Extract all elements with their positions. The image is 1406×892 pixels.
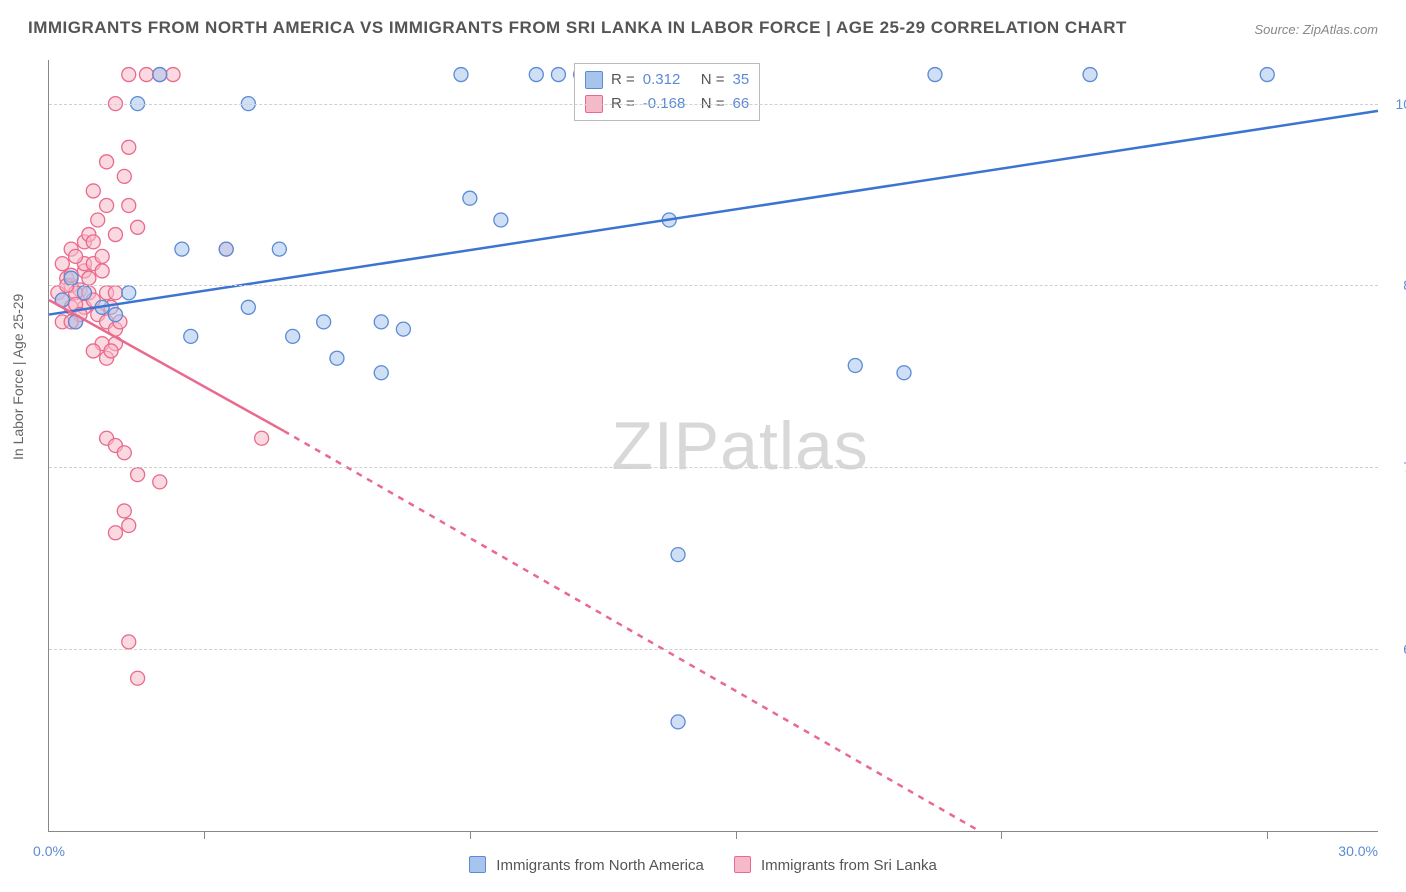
point-sri-lanka (122, 68, 136, 82)
point-sri-lanka (95, 249, 109, 263)
point-north-america (374, 366, 388, 380)
point-north-america (396, 322, 410, 336)
point-sri-lanka (108, 286, 122, 300)
point-north-america (848, 358, 862, 372)
point-sri-lanka (86, 235, 100, 249)
point-sri-lanka (117, 446, 131, 460)
legend-label-north-america: Immigrants from North America (496, 857, 704, 874)
chart-svg (49, 60, 1378, 831)
point-north-america (317, 315, 331, 329)
point-sri-lanka (117, 169, 131, 183)
point-north-america (122, 286, 136, 300)
y-axis-label: In Labor Force | Age 25-29 (10, 294, 26, 460)
point-north-america (153, 68, 167, 82)
legend-item-north-america: Immigrants from North America (469, 856, 704, 874)
point-north-america (671, 548, 685, 562)
x-tick (1267, 831, 1268, 839)
point-sri-lanka (117, 504, 131, 518)
gridline (49, 104, 1378, 105)
chart-title: IMMIGRANTS FROM NORTH AMERICA VS IMMIGRA… (28, 18, 1127, 38)
chart-plot-area: R =0.312N =35R =-0.168N =66 ZIPatlas 62.… (48, 60, 1378, 832)
legend-swatch-blue (469, 856, 486, 873)
point-north-america (671, 715, 685, 729)
point-north-america (175, 242, 189, 256)
point-north-america (374, 315, 388, 329)
x-axis-legend: Immigrants from North America Immigrants… (0, 856, 1406, 874)
point-sri-lanka (100, 198, 114, 212)
point-north-america (463, 191, 477, 205)
trendline-sri-lanka-solid (49, 300, 284, 431)
trendline-north-america (49, 111, 1378, 315)
point-sri-lanka (108, 526, 122, 540)
point-north-america (551, 68, 565, 82)
point-north-america (897, 366, 911, 380)
point-sri-lanka (122, 519, 136, 533)
y-tick-label: 100.0% (1396, 96, 1406, 112)
point-sri-lanka (131, 468, 145, 482)
chart-source: Source: ZipAtlas.com (1254, 22, 1378, 37)
point-north-america (219, 242, 233, 256)
n-label: N = (701, 68, 725, 92)
point-sri-lanka (91, 213, 105, 227)
point-north-america (928, 68, 942, 82)
stats-legend-box: R =0.312N =35R =-0.168N =66 (574, 63, 760, 121)
point-sri-lanka (82, 271, 96, 285)
point-sri-lanka (100, 155, 114, 169)
point-sri-lanka (104, 344, 118, 358)
gridline (49, 285, 1378, 286)
point-north-america (77, 286, 91, 300)
point-north-america (272, 242, 286, 256)
point-sri-lanka (86, 184, 100, 198)
r-value: 0.312 (643, 68, 693, 92)
point-sri-lanka (122, 635, 136, 649)
point-north-america (529, 68, 543, 82)
stats-row: R = 0.312 N = 35 (585, 68, 749, 92)
x-tick (470, 831, 471, 839)
point-sri-lanka (86, 344, 100, 358)
x-tick (736, 831, 737, 839)
point-sri-lanka (122, 140, 136, 154)
point-north-america (108, 308, 122, 322)
point-sri-lanka (108, 228, 122, 242)
point-sri-lanka (131, 671, 145, 685)
point-sri-lanka (131, 220, 145, 234)
point-sri-lanka (69, 249, 83, 263)
point-sri-lanka (122, 198, 136, 212)
point-sri-lanka (153, 475, 167, 489)
legend-item-sri-lanka: Immigrants from Sri Lanka (734, 856, 937, 874)
x-tick (1001, 831, 1002, 839)
point-north-america (330, 351, 344, 365)
stats-swatch (585, 71, 603, 89)
point-north-america (494, 213, 508, 227)
r-label: R = (611, 68, 635, 92)
point-sri-lanka (55, 257, 69, 271)
point-north-america (64, 271, 78, 285)
gridline (49, 649, 1378, 650)
n-value: 35 (733, 68, 750, 92)
point-sri-lanka (95, 264, 109, 278)
point-sri-lanka (139, 68, 153, 82)
point-north-america (454, 68, 468, 82)
legend-label-sri-lanka: Immigrants from Sri Lanka (761, 857, 937, 874)
point-north-america (241, 300, 255, 314)
point-north-america (1083, 68, 1097, 82)
x-tick (204, 831, 205, 839)
trendline-sri-lanka-dashed (284, 431, 980, 831)
point-north-america (286, 329, 300, 343)
point-north-america (184, 329, 198, 343)
point-sri-lanka (255, 431, 269, 445)
point-north-america (1260, 68, 1274, 82)
gridline (49, 467, 1378, 468)
legend-swatch-pink (734, 856, 751, 873)
point-sri-lanka (166, 68, 180, 82)
